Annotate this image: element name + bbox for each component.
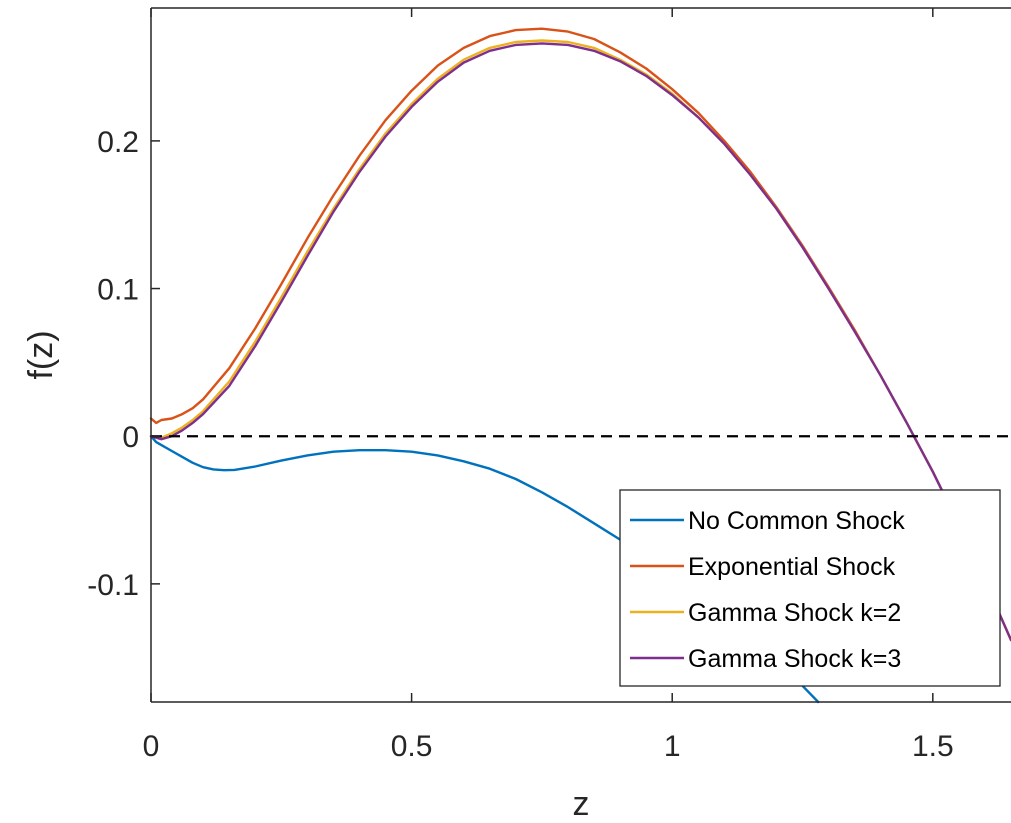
legend: No Common Shock Exponential Shock Gamma Sh…: [619, 489, 1001, 687]
x-tick-label: 0.5: [391, 730, 433, 763]
legend-label: No Common Shock: [688, 507, 905, 535]
legend-label: Exponential Shock: [688, 553, 896, 581]
y-tick-label: 0.2: [97, 126, 139, 159]
y-tick-label: 0: [122, 421, 139, 454]
legend-label: Gamma Shock k=2: [688, 599, 901, 627]
y-tick-label: 0.1: [97, 274, 139, 307]
x-tick-label: 1: [664, 730, 681, 763]
legend-box: [619, 489, 1001, 687]
ticks-layer: 0 0.5 1 1.5 -0.1 0 0.1 0.2: [87, 8, 954, 763]
series-line-4: [149, 42, 1011, 642]
x-tick-label: 1.5: [912, 730, 954, 763]
y-tick-label: -0.1: [87, 569, 139, 602]
x-tick-label: 0: [143, 730, 160, 763]
x-axis-label: z: [573, 785, 590, 823]
y-axis-label: f(z): [22, 330, 60, 379]
axes-layer: [150, 7, 1011, 703]
legend-label: Gamma Shock k=3: [688, 645, 901, 673]
